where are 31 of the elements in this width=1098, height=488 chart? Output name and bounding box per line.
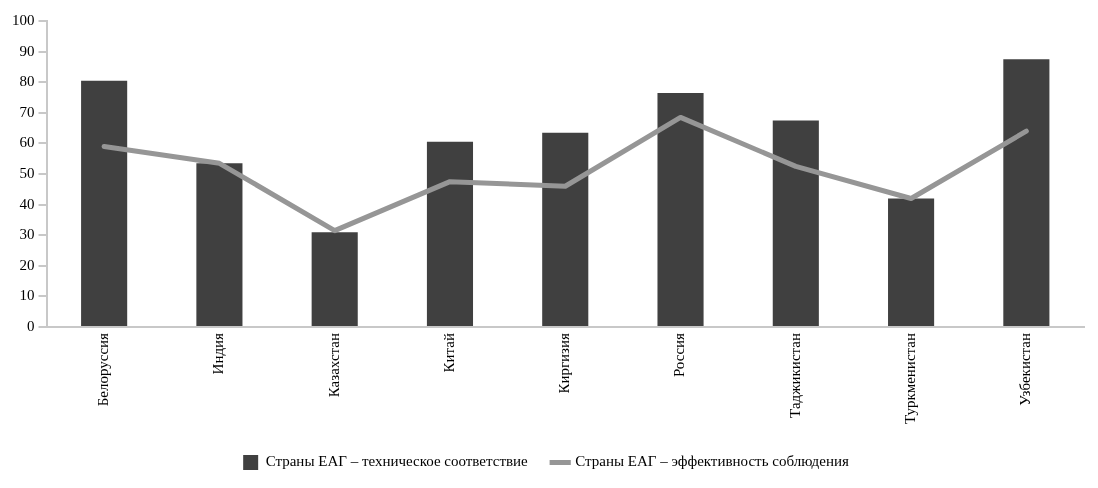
bar <box>542 132 589 327</box>
bar <box>426 141 474 327</box>
x-tick-label: Туркменистан <box>902 333 919 425</box>
bar <box>657 92 704 327</box>
y-tick-label: 100 <box>12 11 35 28</box>
bar <box>311 232 358 327</box>
bar <box>196 163 243 327</box>
x-tick-label: Индия <box>210 332 227 375</box>
y-tick-label: 90 <box>19 42 35 59</box>
bar <box>81 80 128 327</box>
x-tick-label: Россия <box>671 332 688 378</box>
x-tick-label: Казахстан <box>325 333 342 398</box>
x-tick-label: Киргизия <box>556 332 573 394</box>
y-tick-label: 80 <box>19 73 35 90</box>
x-tick-label: Белоруссия <box>95 332 112 407</box>
legend-label: Страны ЕАГ – техническое соответствие <box>265 453 529 470</box>
bar <box>772 120 819 327</box>
y-tick-label: 70 <box>19 103 35 120</box>
x-tick-label: Китай <box>440 333 457 373</box>
y-tick-label: 20 <box>19 256 35 273</box>
bar <box>888 198 935 327</box>
x-tick-label: Таджикистан <box>786 333 803 418</box>
x-tick-label: Узбекистан <box>1017 333 1034 406</box>
y-tick-label: 30 <box>19 226 35 243</box>
y-tick-label: 40 <box>19 195 35 212</box>
legend-label: Страны ЕАГ – эффективность соблюдения <box>575 453 849 470</box>
y-tick-label: 10 <box>19 287 35 304</box>
y-tick-label: 0 <box>27 317 35 334</box>
bar <box>1003 59 1050 327</box>
y-tick-label: 60 <box>19 134 35 151</box>
y-tick-label: 50 <box>19 164 35 181</box>
